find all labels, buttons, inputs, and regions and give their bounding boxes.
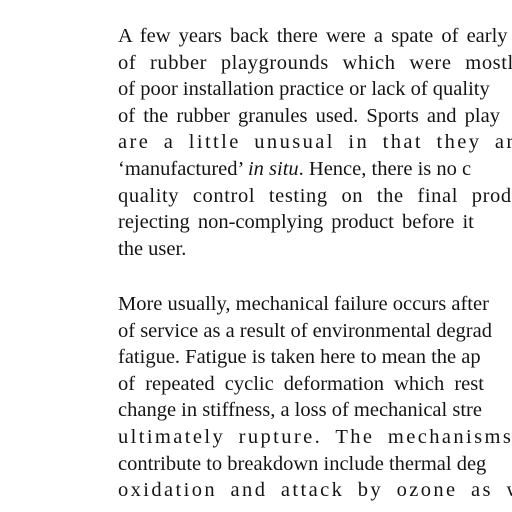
text-line: of poor installation practice or lack of… [118,78,490,101]
text-line: quality control testing on the final pro… [118,184,512,207]
italic-term: in situ [247,157,299,180]
text-line: ultimately rupture. The mechanisms wh [118,425,512,448]
text-line: ‘manufactured’ in situ. Hence, there is … [118,156,512,183]
text-line: are a little unusual in that they ar [118,131,512,154]
text-line: the user. [118,237,187,260]
text-line: oxidation and attack by ozone as wel [118,479,512,502]
text-line: More usually, mechanical failure occurs … [118,293,489,315]
text-segment: . Hence, there is no c [298,157,472,180]
text-segment: ‘manufactured’ [118,157,248,180]
text-line: of repeated cyclic deformation which res… [118,372,484,395]
text-line: A few years back there were a spate of e… [118,25,508,47]
paragraph: More usually, mechanical failure occurs … [118,291,512,504]
text-line: change in stiffness, a loss of mechanica… [118,399,482,422]
text-line: of rubber playgrounds which were mostly [118,51,512,74]
text-line: of service as a result of environmental … [118,319,492,342]
text-line: rejecting non-complying product before i… [118,211,474,234]
text-line: fatigue. Fatigue is taken here to mean t… [118,346,481,369]
text-line: of the rubber granules used. Sports and … [118,104,500,127]
text-line: contribute to breakdown include thermal … [118,452,487,475]
paragraph: A few years back there were a spate of e… [118,23,512,262]
